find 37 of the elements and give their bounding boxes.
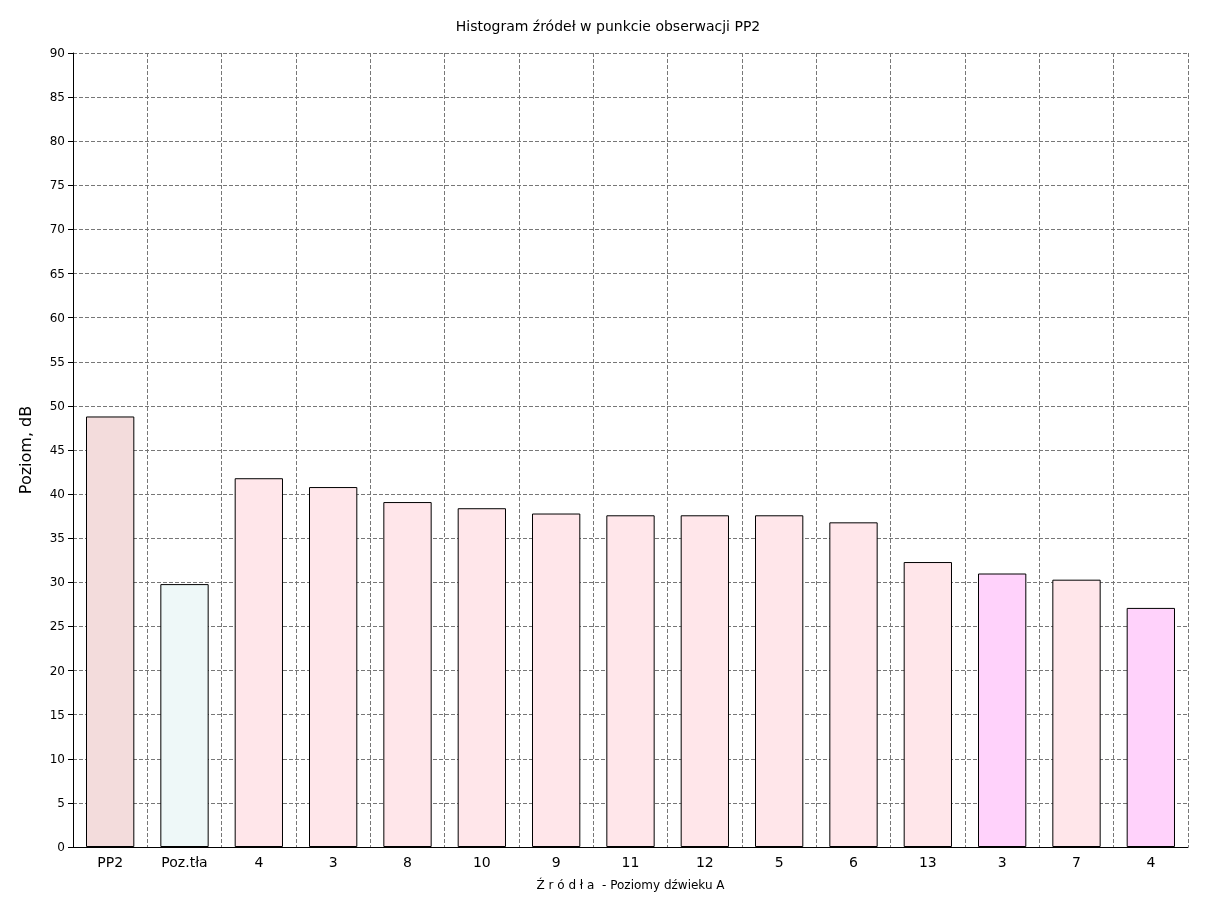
y-tick-label: 5 — [57, 795, 65, 810]
x-tick-label: Poz.tła — [161, 854, 208, 870]
x-tick-label: 4 — [1146, 854, 1156, 870]
y-tick-label: 85 — [49, 90, 65, 105]
y-tick-label: 65 — [49, 266, 65, 281]
chart-title: Histogram źródeł w punkcie obserwacji PP2 — [455, 18, 761, 34]
x-tick-label: 3 — [997, 854, 1007, 870]
y-tick-label: 55 — [49, 354, 65, 369]
y-tick-label: 30 — [49, 575, 65, 590]
y-tick-label: 45 — [49, 443, 65, 457]
x-axis-title: Ź r ó d ł a - Poziomy dźwieku A — [536, 877, 726, 892]
x-tick-label: 3 — [328, 854, 338, 870]
y-axis-title: Poziom, dB — [15, 405, 35, 495]
x-tick-label: 4 — [254, 854, 264, 870]
x-tick-label: PP2 — [97, 854, 124, 870]
y-tick-label: 75 — [49, 178, 65, 193]
y-tick-label: 10 — [49, 751, 65, 766]
x-tick-label: 13 — [918, 854, 937, 870]
y-tick-label: 90 — [49, 46, 65, 60]
y-tick-label: 50 — [49, 398, 65, 413]
x-tick-label: 11 — [621, 854, 640, 870]
x-tick-label: 5 — [774, 854, 784, 870]
y-tick-label: 40 — [49, 487, 65, 502]
x-tick-label: 9 — [551, 854, 561, 870]
y-tick-label: 35 — [49, 531, 65, 546]
y-tick-label: 20 — [49, 663, 65, 678]
x-tick-label: 12 — [695, 854, 714, 870]
y-tick-label: 15 — [49, 707, 65, 722]
y-tick-label: 25 — [49, 619, 65, 634]
y-tick-label: 0 — [57, 840, 65, 854]
x-tick-label: 6 — [849, 854, 859, 870]
x-tick-label: 10 — [472, 854, 491, 870]
x-tick-label: 8 — [403, 854, 412, 870]
y-tick-label: 70 — [49, 222, 65, 237]
y-tick-label: 60 — [49, 310, 65, 325]
y-tick-label: 80 — [49, 134, 65, 149]
x-tick-label: 7 — [1072, 854, 1081, 870]
